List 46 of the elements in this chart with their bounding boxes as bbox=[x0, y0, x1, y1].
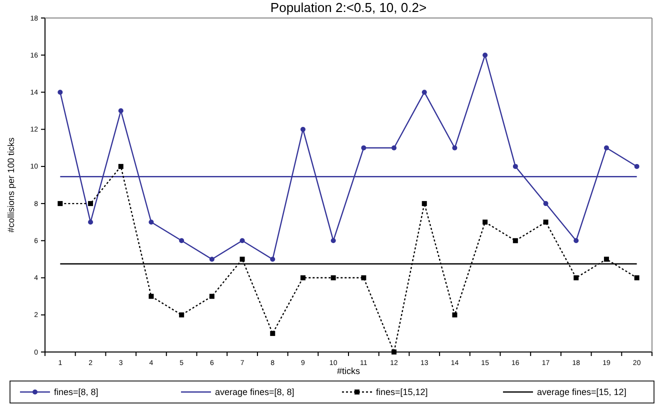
point bbox=[58, 201, 63, 206]
legend-label: average fines=[8, 8] bbox=[215, 387, 294, 397]
point bbox=[88, 220, 94, 225]
point bbox=[58, 90, 63, 95]
point bbox=[482, 220, 488, 225]
x-axis-title: #ticks bbox=[336, 366, 360, 376]
point bbox=[634, 275, 640, 280]
point bbox=[209, 256, 214, 262]
point bbox=[118, 108, 124, 114]
point bbox=[604, 256, 609, 262]
point bbox=[148, 220, 154, 225]
point bbox=[179, 238, 184, 244]
point bbox=[270, 256, 276, 262]
point bbox=[300, 126, 306, 132]
point bbox=[300, 275, 306, 280]
point bbox=[574, 275, 579, 280]
point bbox=[179, 312, 184, 318]
point bbox=[361, 275, 366, 280]
point bbox=[512, 238, 518, 244]
point bbox=[240, 238, 245, 244]
point bbox=[240, 256, 245, 262]
point bbox=[422, 90, 427, 95]
point bbox=[270, 330, 276, 336]
point bbox=[118, 164, 124, 169]
point bbox=[422, 201, 427, 206]
point bbox=[88, 201, 94, 206]
point bbox=[512, 164, 518, 169]
point bbox=[209, 294, 214, 299]
point bbox=[330, 238, 336, 244]
legend-label: average fines=[15, 12] bbox=[537, 387, 626, 397]
point bbox=[330, 275, 336, 280]
point bbox=[634, 164, 640, 169]
point bbox=[482, 52, 488, 58]
point bbox=[452, 145, 458, 150]
point bbox=[361, 145, 366, 150]
point bbox=[148, 294, 154, 299]
legend-label: fines=[8, 8] bbox=[54, 387, 98, 397]
point bbox=[604, 145, 609, 150]
point bbox=[543, 201, 548, 206]
point bbox=[392, 145, 397, 150]
point bbox=[574, 238, 579, 244]
point bbox=[543, 220, 548, 225]
chart-title: Population 2:<0.5, 10, 0.2> bbox=[270, 0, 427, 15]
point bbox=[452, 312, 458, 318]
y-axis-title: #collisions per 100 ticks bbox=[6, 136, 16, 233]
legend-label: fines=[15,12] bbox=[376, 387, 428, 397]
